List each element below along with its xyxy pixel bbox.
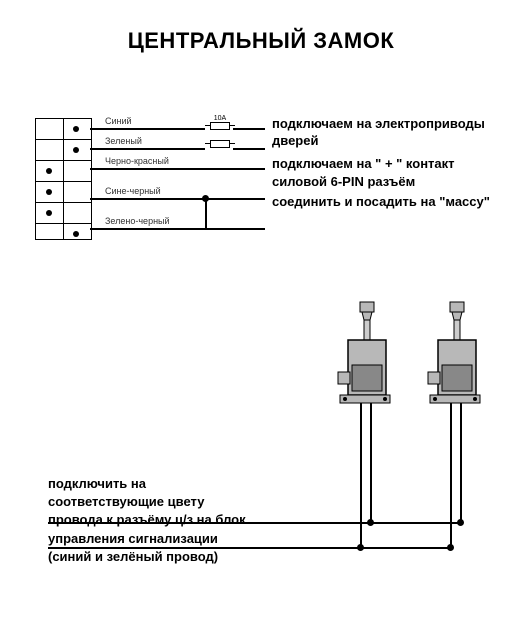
bottom-line-1: подключить на xyxy=(48,475,246,493)
wire-label-blueblack: Сине-черный xyxy=(105,186,161,196)
bottom-line-5: (синий и зелёный провод) xyxy=(48,548,246,566)
connector-diagram: Синий Зеленый Черно-красный Сине-черный … xyxy=(35,110,495,260)
bottom-line-3: провода к разъёму ц/з на блок xyxy=(48,511,246,529)
fuse-1: 10A xyxy=(210,115,230,130)
actuators-area xyxy=(0,300,522,630)
actuator-1 xyxy=(330,300,400,440)
page-title: ЦЕНТРАЛЬНЫЙ ЗАМОК xyxy=(0,0,522,54)
wire-label-blackred: Черно-красный xyxy=(105,156,169,166)
actuator-2 xyxy=(420,300,490,440)
bottom-line-2: соответствующие цвету xyxy=(48,493,246,511)
desc-3: силовой 6-PIN разъём xyxy=(272,174,502,191)
desc-2: подключаем на " + " контакт xyxy=(272,156,502,173)
desc-1: подключаем на электроприводы дверей xyxy=(272,116,502,150)
connector-block xyxy=(35,118,92,240)
wire-label-greenblack: Зелено-черный xyxy=(105,216,170,226)
fuse-label: 10A xyxy=(210,115,230,122)
desc-4: соединить и посадить на "массу" xyxy=(272,194,502,211)
fuse-2 xyxy=(210,140,230,148)
bottom-description: подключить на соответствующие цвету пров… xyxy=(48,475,246,566)
wire-label-blue: Синий xyxy=(105,116,132,126)
bottom-line-4: управления сигнализации xyxy=(48,530,246,548)
wire-label-green: Зеленый xyxy=(105,136,142,146)
